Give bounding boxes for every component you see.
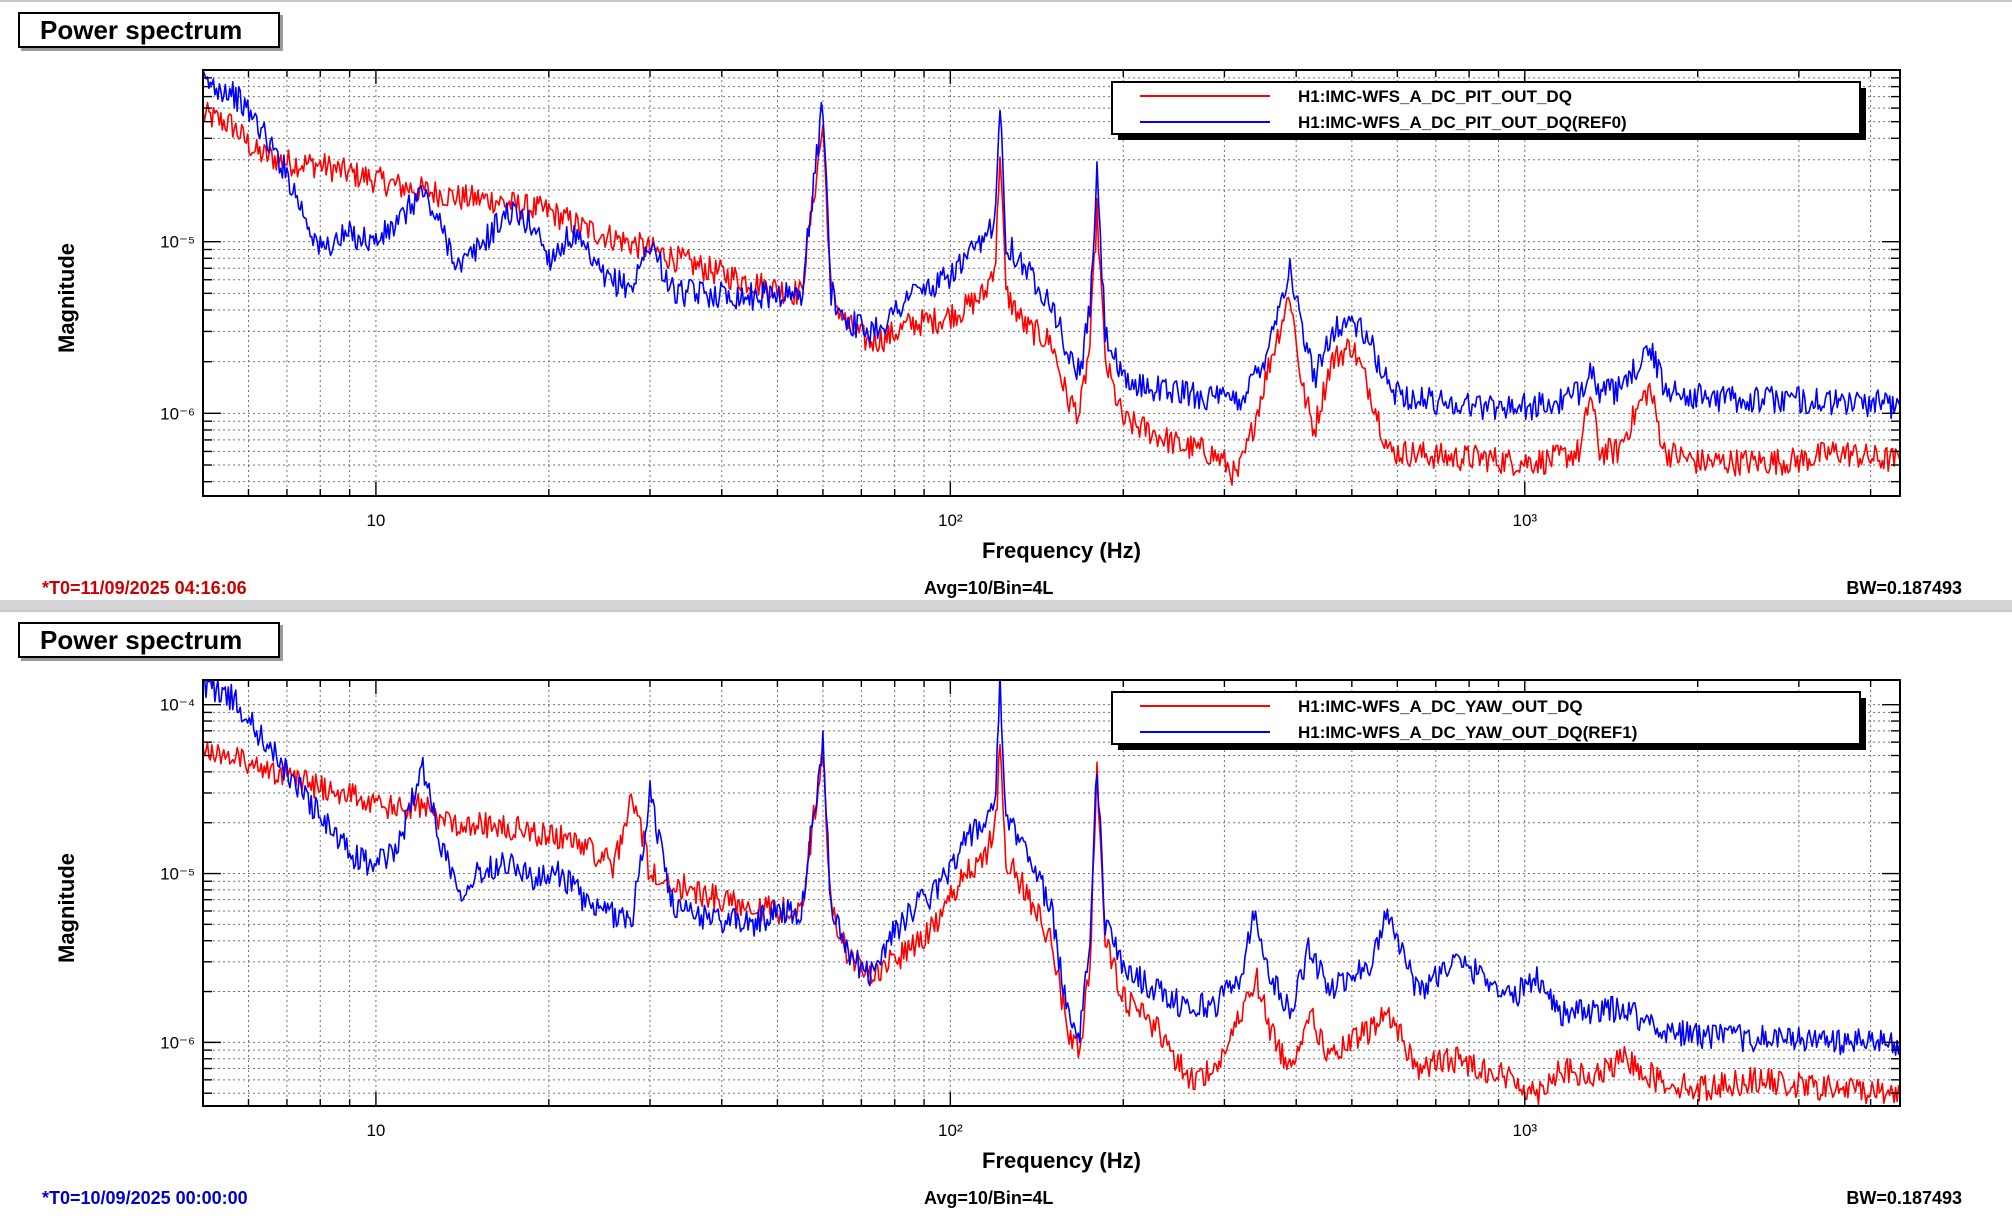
axis-ticks bbox=[202, 69, 1900, 496]
legend-label: H1:IMC-WFS_A_DC_YAW_OUT_DQ bbox=[1298, 697, 1583, 716]
legend-box bbox=[1111, 691, 1861, 745]
legend-box bbox=[1111, 81, 1861, 135]
bandwidth-info: BW=0.187493 bbox=[1846, 1188, 1962, 1208]
x-axis-title: Frequency (Hz) bbox=[982, 1148, 1141, 1173]
y-tick-label: 10⁻⁵ bbox=[160, 865, 195, 884]
averaging-info: Avg=10/Bin=4L bbox=[924, 578, 1054, 598]
x-axis-title: Frequency (Hz) bbox=[982, 538, 1141, 563]
averaging-info: Avg=10/Bin=4L bbox=[924, 1188, 1054, 1208]
series-group bbox=[203, 680, 1900, 1106]
y-tick-label: 10⁻⁶ bbox=[160, 1033, 195, 1052]
legend-label: H1:IMC-WFS_A_DC_YAW_OUT_DQ(REF1) bbox=[1298, 723, 1637, 742]
plot-area bbox=[203, 70, 1900, 496]
legend: H1:IMC-WFS_A_DC_PIT_OUT_DQ H1:IMC-WFS_A_D… bbox=[1111, 81, 1866, 140]
series-group bbox=[203, 70, 1900, 486]
series-line-current bbox=[203, 741, 1900, 1106]
y-tick-label: 10⁻⁶ bbox=[160, 404, 195, 423]
x-tick-label: 10² bbox=[938, 511, 963, 530]
t0-timestamp: *T0=10/09/2025 00:00:00 bbox=[42, 1188, 248, 1208]
x-tick-label: 10² bbox=[938, 1121, 963, 1140]
legend: H1:IMC-WFS_A_DC_YAW_OUT_DQ H1:IMC-WFS_A_D… bbox=[1111, 691, 1866, 750]
series-line-current bbox=[203, 101, 1900, 486]
yaw-spectrum-chart: 10 10² 10³ 10⁻⁶ 10⁻⁵ 10⁻⁴ Frequency (Hz) Magnit… bbox=[54, 679, 1901, 1173]
plot-area bbox=[203, 680, 1900, 1106]
panel-separator bbox=[0, 600, 2012, 610]
t0-timestamp: *T0=11/09/2025 04:16:06 bbox=[42, 578, 247, 598]
power-spectrum-panel-yaw: Power spectrum 10 10² 10³ 10⁻⁶ 10⁻⁵ 10⁻⁴ Frequ… bbox=[0, 610, 2012, 1212]
series-line-reference bbox=[203, 680, 1900, 1056]
bandwidth-info: BW=0.187493 bbox=[1846, 578, 1962, 598]
pit-spectrum-chart: 10 10² 10³ 10⁻⁶ 10⁻⁵ Frequency (Hz) Magnitude H… bbox=[54, 69, 1901, 563]
panel-title: Power spectrum bbox=[18, 622, 280, 658]
power-spectrum-panel-pit: Power spectrum 10 10² 10³ 10⁻⁶ 10⁻⁵ Frequency… bbox=[0, 0, 2012, 602]
series-line-reference bbox=[203, 70, 1900, 421]
panel-title: Power spectrum bbox=[18, 12, 280, 48]
x-tick-label: 10 bbox=[366, 511, 385, 530]
y-tick-label: 10⁻⁵ bbox=[160, 233, 195, 252]
y-axis-title: Magnitude bbox=[54, 243, 79, 353]
legend-label: H1:IMC-WFS_A_DC_PIT_OUT_DQ bbox=[1298, 87, 1572, 106]
legend-label: H1:IMC-WFS_A_DC_PIT_OUT_DQ(REF0) bbox=[1298, 113, 1627, 132]
x-tick-label: 10 bbox=[366, 1121, 385, 1140]
y-tick-label: 10⁻⁴ bbox=[160, 696, 195, 715]
x-tick-label: 10³ bbox=[1512, 1121, 1537, 1140]
plot-frame bbox=[202, 69, 1901, 497]
plot-frame bbox=[202, 679, 1901, 1107]
y-axis-title: Magnitude bbox=[54, 853, 79, 963]
x-tick-label: 10³ bbox=[1512, 511, 1537, 530]
